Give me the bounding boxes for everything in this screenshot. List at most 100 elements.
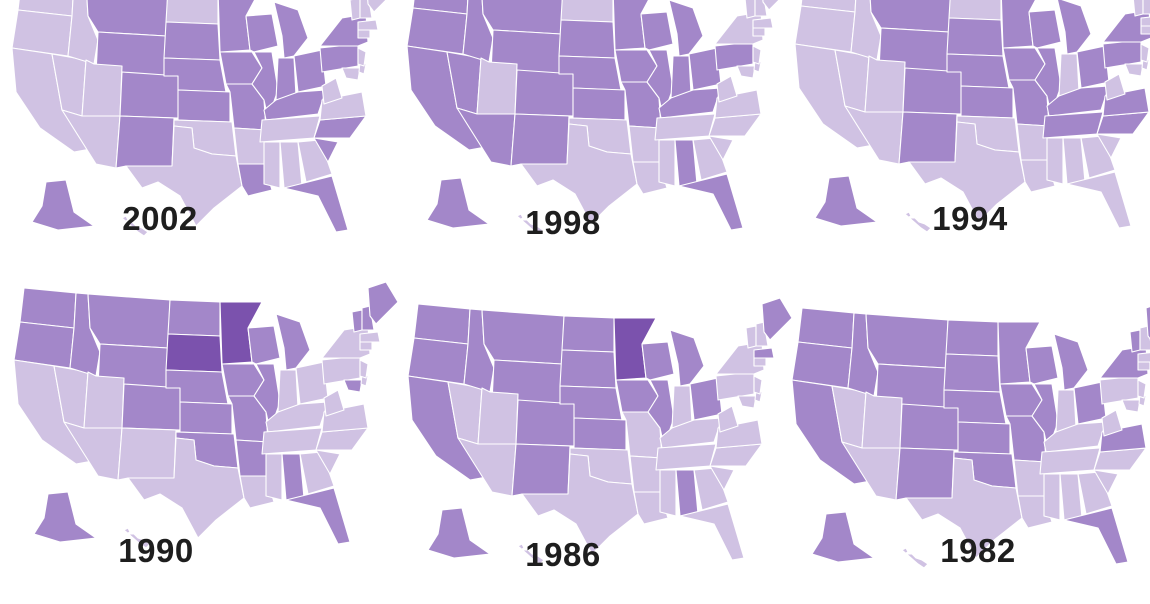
state-ak-1982 <box>811 511 875 563</box>
state-tn-1986 <box>655 443 717 471</box>
state-fl-2002 <box>283 175 349 233</box>
state-ct-1990 <box>359 341 373 351</box>
state-co-1990 <box>121 383 183 431</box>
state-wi-1998 <box>640 11 674 51</box>
state-id-2002 <box>67 0 99 65</box>
us-map-1994 <box>794 0 1150 233</box>
state-nh-1994 <box>1142 0 1150 15</box>
state-wa-1982 <box>797 307 855 349</box>
state-co-2002 <box>119 71 181 119</box>
state-ma-1994 <box>1140 16 1150 27</box>
state-wv-1986 <box>717 405 739 433</box>
state-mt-2002 <box>86 0 169 37</box>
state-mi-1994 <box>1056 0 1092 55</box>
state-id-1994 <box>850 0 882 61</box>
state-ma-1986 <box>753 347 775 359</box>
map-panel-1994 <box>785 0 1150 233</box>
state-hi-1982 <box>901 547 929 569</box>
state-az-1982 <box>841 441 901 501</box>
state-ms-2002 <box>263 141 281 189</box>
state-nm-2002 <box>115 115 175 169</box>
state-az-1986 <box>457 437 517 497</box>
state-al-2002 <box>279 141 303 189</box>
state-md-1998 <box>736 65 756 79</box>
state-ct-1982 <box>1137 361 1150 371</box>
state-vt-1982 <box>1129 329 1141 353</box>
state-ks-2002 <box>177 89 231 123</box>
map-panel-1998 <box>397 0 780 235</box>
state-mi-2002 <box>273 1 309 59</box>
state-ma-1990 <box>359 331 381 343</box>
state-wv-1998 <box>716 75 738 103</box>
state-sd-2002 <box>163 21 221 61</box>
state-nm-1982 <box>895 447 955 501</box>
state-sd-1998 <box>558 19 616 59</box>
state-ks-1994 <box>960 85 1014 119</box>
state-nj-2002 <box>357 47 367 67</box>
state-ma-2002 <box>357 19 379 31</box>
state-md-1994 <box>1124 63 1144 77</box>
state-co-1998 <box>514 69 576 117</box>
state-hi-1990 <box>123 527 151 549</box>
state-nd-1998 <box>560 0 614 23</box>
state-nm-1998 <box>510 113 570 167</box>
state-wi-1982 <box>1025 345 1059 385</box>
state-nj-1998 <box>752 45 762 65</box>
state-mt-1998 <box>481 0 563 35</box>
state-sd-1986 <box>559 349 617 389</box>
state-ms-1986 <box>659 469 677 517</box>
state-me-1982 <box>1145 306 1150 340</box>
state-ut-1982 <box>861 391 903 449</box>
state-fl-1990 <box>285 487 351 545</box>
state-ct-1986 <box>753 357 767 367</box>
state-nd-1994 <box>948 0 1002 21</box>
state-mi-1986 <box>669 329 705 387</box>
state-ks-1986 <box>573 417 627 451</box>
state-ms-1998 <box>658 139 676 187</box>
state-co-1986 <box>515 399 577 447</box>
state-vt-1994 <box>1132 0 1144 17</box>
state-mt-1982 <box>865 313 949 369</box>
map-panel-2002 <box>2 0 387 237</box>
state-mt-1986 <box>481 309 565 365</box>
state-ms-1982 <box>1043 473 1061 521</box>
state-ak-1986 <box>427 507 491 559</box>
state-sc-1994 <box>1096 133 1122 159</box>
state-hi-1998 <box>516 213 544 235</box>
state-vt-1986 <box>745 325 757 349</box>
state-sd-1982 <box>943 353 1001 393</box>
state-wv-1994 <box>1104 73 1126 101</box>
state-tn-1990 <box>261 427 323 455</box>
state-fl-1982 <box>1063 507 1129 565</box>
state-ma-1998 <box>752 17 774 29</box>
state-ut-1994 <box>864 55 906 113</box>
state-al-1982 <box>1059 473 1083 521</box>
state-ut-1986 <box>477 387 519 445</box>
state-me-1986 <box>761 297 793 341</box>
year-label-1982: 1982 <box>940 532 1016 569</box>
map-panel-1986 <box>398 288 793 565</box>
state-ct-2002 <box>357 29 371 39</box>
state-nj-1990 <box>359 359 369 379</box>
state-nd-2002 <box>165 0 219 25</box>
state-wv-2002 <box>321 77 343 105</box>
state-az-2002 <box>61 109 121 169</box>
state-sc-1990 <box>315 449 341 475</box>
us-map-1986 <box>407 297 793 565</box>
state-az-1994 <box>844 105 904 165</box>
state-ak-2002 <box>31 179 95 231</box>
state-sc-1982 <box>1093 469 1119 495</box>
state-tn-1998 <box>654 113 716 141</box>
state-wi-2002 <box>245 13 279 53</box>
state-ma-1982 <box>1137 352 1150 363</box>
state-wa-1990 <box>19 287 77 329</box>
state-tn-1982 <box>1039 447 1101 475</box>
state-sd-1994 <box>946 17 1004 57</box>
state-nd-1982 <box>945 319 999 357</box>
state-ks-1990 <box>179 401 233 435</box>
state-az-1990 <box>63 421 123 481</box>
state-az-1998 <box>456 107 516 167</box>
state-nm-1990 <box>117 427 177 481</box>
state-ak-1994 <box>814 175 878 227</box>
us-map-2002 <box>11 0 387 237</box>
